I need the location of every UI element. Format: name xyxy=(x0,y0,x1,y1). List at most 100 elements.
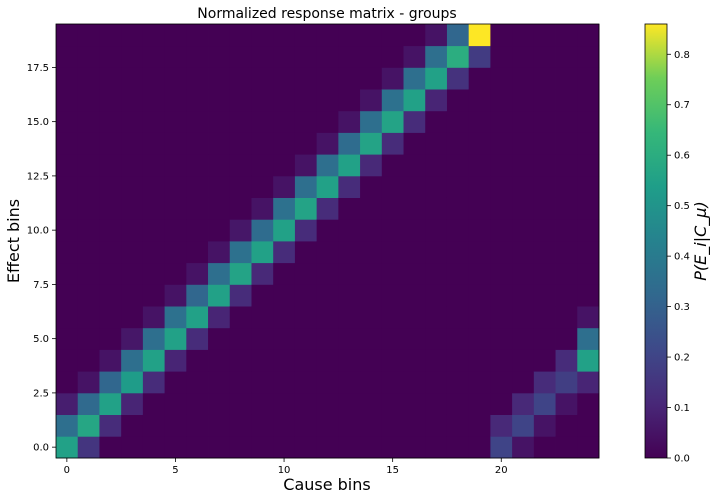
heatmap-cell xyxy=(56,241,79,264)
heatmap-cell xyxy=(381,392,404,415)
heatmap-cell xyxy=(186,219,209,242)
heatmap-cell xyxy=(99,45,122,68)
heatmap-cell xyxy=(164,89,187,112)
heatmap-cell xyxy=(577,327,600,350)
heatmap-cell xyxy=(555,175,578,198)
heatmap-cell xyxy=(490,262,513,285)
heatmap-cell xyxy=(77,241,100,264)
heatmap-cell xyxy=(338,197,361,220)
heatmap-cell xyxy=(186,436,209,459)
heatmap-cell xyxy=(381,219,404,242)
heatmap-cell xyxy=(273,414,296,437)
heatmap-cell xyxy=(273,241,296,264)
heatmap-cell xyxy=(229,110,252,133)
heatmap-cell xyxy=(381,110,404,133)
heatmap-cell xyxy=(229,67,252,90)
heatmap-cell xyxy=(338,414,361,437)
heatmap-cell xyxy=(403,67,426,90)
heatmap-cell xyxy=(403,110,426,133)
heatmap-cell xyxy=(186,24,209,47)
heatmap-cell xyxy=(77,284,100,307)
heatmap-cell xyxy=(490,219,513,242)
heatmap-cell xyxy=(468,154,491,177)
heatmap-cell xyxy=(121,45,144,68)
heatmap-cell xyxy=(142,45,165,68)
colorbar-label: P(E_i|C_μ) xyxy=(691,201,711,280)
heatmap-cell xyxy=(121,132,144,155)
heatmap-cell xyxy=(142,241,165,264)
heatmap-cell xyxy=(294,132,318,155)
heatmap-cell xyxy=(468,436,491,459)
heatmap-cell xyxy=(555,371,578,394)
heatmap-cell xyxy=(186,262,209,285)
heatmap-cell xyxy=(468,241,491,264)
heatmap-cell xyxy=(577,436,600,459)
heatmap-cell xyxy=(360,262,383,285)
heatmap-cell xyxy=(468,371,491,394)
heatmap-cell xyxy=(577,197,600,220)
heatmap-cell xyxy=(142,67,165,90)
heatmap-cell xyxy=(446,327,470,350)
heatmap-cell xyxy=(425,349,448,372)
heatmap-cell xyxy=(425,306,448,329)
heatmap-cell xyxy=(577,110,600,133)
heatmap-cell xyxy=(164,349,187,372)
heatmap-cell xyxy=(186,414,209,437)
heatmap-cell xyxy=(577,284,600,307)
heatmap-cell xyxy=(533,414,556,437)
heatmap-cell xyxy=(381,436,404,459)
heatmap-cell xyxy=(121,154,144,177)
heatmap-cell xyxy=(77,154,100,177)
heatmap-cell xyxy=(555,24,578,47)
heatmap-cell xyxy=(555,219,578,242)
heatmap-cell xyxy=(186,371,209,394)
heatmap-cell xyxy=(338,262,361,285)
heatmap-cell xyxy=(360,306,383,329)
heatmap-cell xyxy=(360,371,383,394)
heatmap-cell xyxy=(316,371,339,394)
x-axis-label: Cause bins xyxy=(283,475,370,494)
heatmap-cell xyxy=(294,241,318,264)
heatmap-cell xyxy=(56,219,79,242)
plot-frame xyxy=(55,23,600,459)
heatmap-cell xyxy=(316,67,339,90)
heatmap-cell xyxy=(446,197,470,220)
y-axis-ticks: 0.0 2.5 5.0 7.5 10.0 12.5 15.0 17.5 xyxy=(27,63,56,454)
heatmap-cell xyxy=(446,89,470,112)
colorbar-tick-label: 0.2 xyxy=(674,353,690,364)
heatmap-cell xyxy=(273,197,296,220)
heatmap-cell xyxy=(360,132,383,155)
heatmap-cell xyxy=(142,392,165,415)
heatmap-cell xyxy=(229,371,252,394)
heatmap-cell xyxy=(77,45,100,68)
heatmap-cell xyxy=(164,241,187,264)
heatmap-cell xyxy=(425,197,448,220)
heatmap-cell xyxy=(99,24,122,47)
heatmap-cell xyxy=(533,262,556,285)
heatmap-cell xyxy=(555,110,578,133)
heatmap-cell xyxy=(577,392,600,415)
heatmap-cell xyxy=(425,219,448,242)
heatmap-cell xyxy=(208,89,231,112)
heatmap-cell xyxy=(77,89,100,112)
heatmap-cell xyxy=(446,414,470,437)
heatmap-cell xyxy=(99,327,122,350)
heatmap-cell xyxy=(294,175,318,198)
heatmap-cell xyxy=(294,45,318,68)
heatmap-cell xyxy=(338,219,361,242)
heatmap-cell xyxy=(251,67,274,90)
heatmap-cell xyxy=(577,262,600,285)
heatmap-cell xyxy=(251,24,274,47)
heatmap-cell xyxy=(533,306,556,329)
heatmap-cell xyxy=(186,154,209,177)
heatmap-cell xyxy=(121,284,144,307)
heatmap-cell xyxy=(142,89,165,112)
heatmap-cell xyxy=(425,284,448,307)
heatmap-cell xyxy=(99,175,122,198)
heatmap-cell xyxy=(468,306,491,329)
heatmap-cell xyxy=(142,371,165,394)
heatmap-cell xyxy=(403,241,426,264)
heatmap-cell xyxy=(381,241,404,264)
heatmap-cell xyxy=(56,89,79,112)
heatmap-cell xyxy=(77,349,100,372)
